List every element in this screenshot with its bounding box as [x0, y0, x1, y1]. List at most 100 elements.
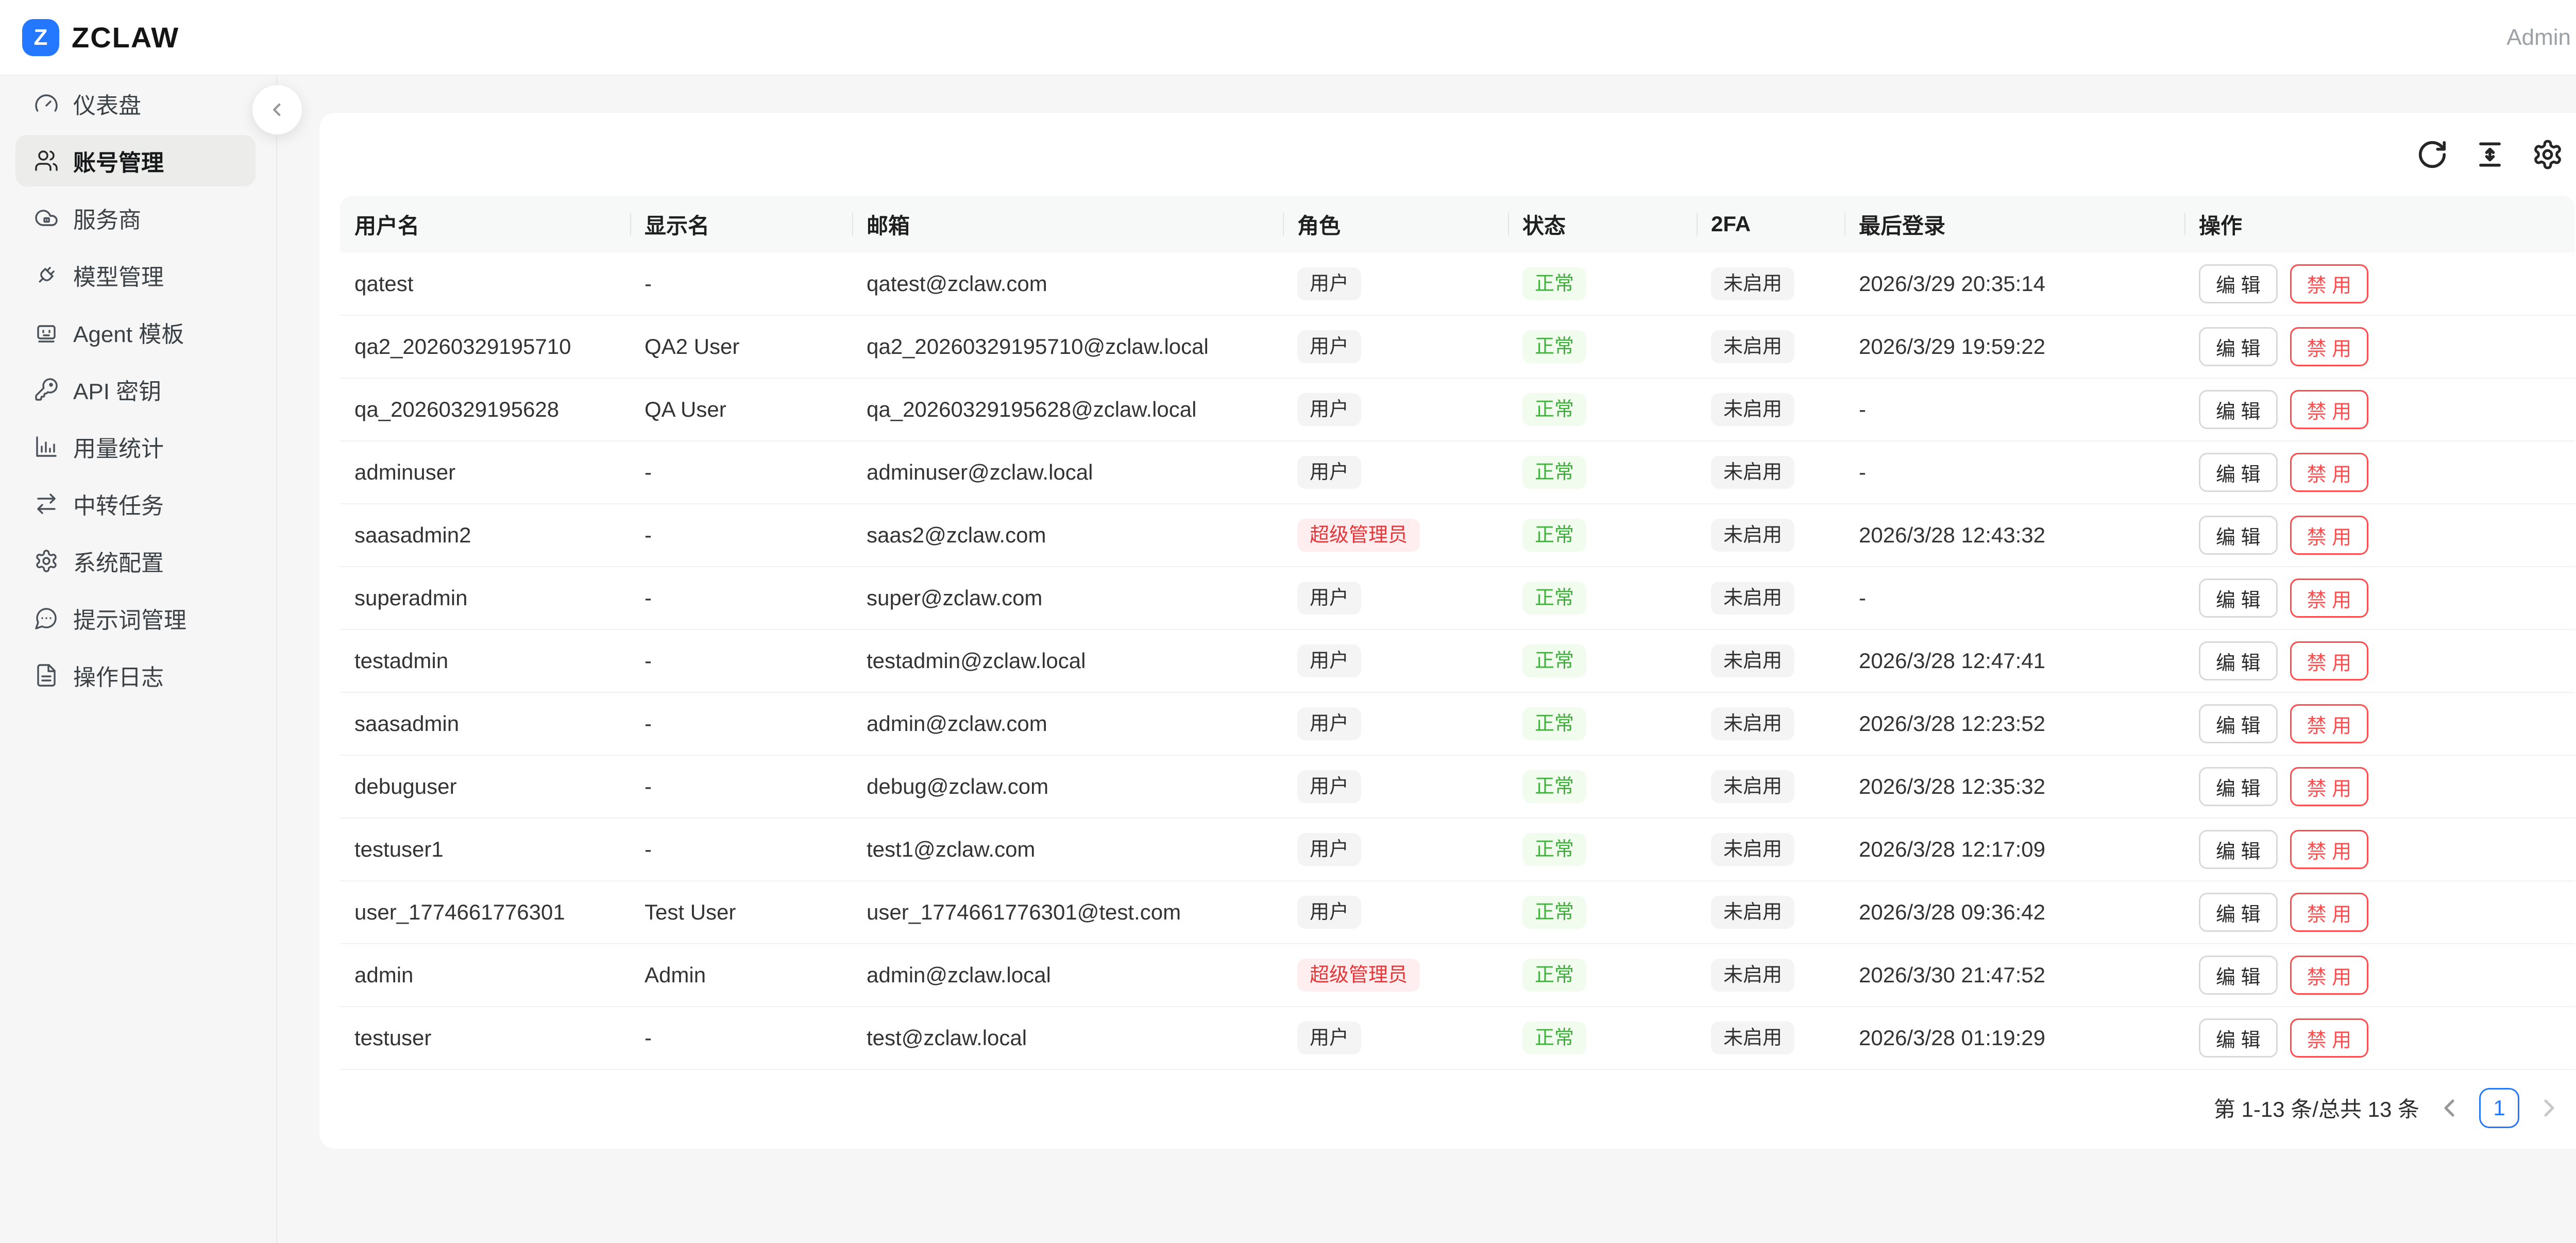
gear-icon — [34, 549, 59, 573]
cell-display-name: - — [630, 692, 852, 756]
disable-button[interactable]: 禁 用 — [2290, 1018, 2369, 1058]
sidebar-collapse-button[interactable] — [252, 85, 302, 134]
edit-button[interactable]: 编 辑 — [2199, 390, 2278, 429]
pagination-prev-button[interactable] — [2435, 1094, 2464, 1122]
brand[interactable]: Z ZCLAW — [22, 19, 179, 56]
cell-email: qa_20260329195628@zclaw.local — [852, 378, 1283, 441]
cell-display-name: Admin — [630, 944, 852, 1007]
disable-button[interactable]: 禁 用 — [2290, 516, 2369, 555]
sidebar-item-api-keys[interactable]: API 密钥 — [15, 364, 256, 415]
column-height-button[interactable] — [2474, 139, 2506, 171]
table-row: testadmin - testadmin@zclaw.local 用户 正常 未启用 20… — [340, 629, 2575, 693]
twofa-badge: 未启用 — [1711, 1021, 1795, 1054]
chevron-left-icon — [267, 99, 287, 120]
role-badge: 用户 — [1297, 707, 1362, 740]
pagination-next-button[interactable] — [2535, 1094, 2564, 1122]
role-badge: 用户 — [1297, 896, 1362, 929]
table-toolbar — [319, 113, 2576, 196]
key-icon — [34, 377, 59, 402]
refresh-button[interactable] — [2416, 139, 2448, 171]
cell-email: qatest@zclaw.com — [852, 252, 1283, 316]
disable-button[interactable]: 禁 用 — [2290, 956, 2369, 995]
cell-username: testadmin — [340, 629, 630, 693]
disable-button[interactable]: 禁 用 — [2290, 767, 2369, 806]
edit-button[interactable]: 编 辑 — [2199, 264, 2278, 303]
edit-button[interactable]: 编 辑 — [2199, 578, 2278, 618]
disable-button[interactable]: 禁 用 — [2290, 893, 2369, 932]
settings-button[interactable] — [2532, 139, 2564, 171]
users-table-wrap: 用户名 显示名 邮箱 角色 状态 2FA 最后登录 操作 qatest - qate… — [340, 196, 2575, 1070]
disable-button[interactable]: 禁 用 — [2290, 390, 2369, 429]
table-row: user_1774661776301 Test User user_17746617… — [340, 881, 2575, 944]
sidebar-item-accounts[interactable]: 账号管理 — [15, 135, 256, 186]
role-badge: 用户 — [1297, 644, 1362, 677]
status-badge: 正常 — [1522, 833, 1587, 866]
cell-last-login: 2026/3/30 21:47:52 — [1844, 944, 2184, 1007]
sidebar-item-usage-stats[interactable]: 用量统计 — [15, 421, 256, 472]
disable-button[interactable]: 禁 用 — [2290, 830, 2369, 869]
cell-display-name: - — [630, 504, 852, 567]
disable-button[interactable]: 禁 用 — [2290, 704, 2369, 743]
disable-button[interactable]: 禁 用 — [2290, 453, 2369, 492]
cell-last-login: 2026/3/28 12:23:52 — [1844, 692, 2184, 756]
sidebar-item-op-logs[interactable]: 操作日志 — [15, 650, 256, 701]
disable-button[interactable]: 禁 用 — [2290, 264, 2369, 303]
table-body: qatest - qatest@zclaw.com 用户 正常 未启用 2026/3/29 … — [340, 252, 2575, 1070]
twofa-badge: 未启用 — [1711, 833, 1795, 866]
table-row: adminuser - adminuser@zclaw.local 用户 正常 未启用 - 编… — [340, 441, 2575, 504]
status-badge: 正常 — [1522, 959, 1587, 992]
header-user-label[interactable]: Admin — [2506, 24, 2571, 50]
status-badge: 正常 — [1522, 582, 1587, 615]
pagination-page-1-button[interactable]: 1 — [2479, 1087, 2519, 1128]
edit-button[interactable]: 编 辑 — [2199, 327, 2278, 366]
role-badge: 超级管理员 — [1297, 519, 1420, 552]
role-badge: 用户 — [1297, 582, 1362, 615]
sidebar-item-system-config[interactable]: 系统配置 — [15, 535, 256, 587]
cell-last-login: 2026/3/28 12:17:09 — [1844, 818, 2184, 881]
table-row: saasadmin - admin@zclaw.com 用户 正常 未启用 2026/3/2… — [340, 692, 2575, 756]
edit-button[interactable]: 编 辑 — [2199, 893, 2278, 932]
twofa-badge: 未启用 — [1711, 770, 1795, 803]
role-badge: 用户 — [1297, 1021, 1362, 1054]
sidebar-item-agent-templates[interactable]: Agent 模板 — [15, 307, 256, 358]
sidebar-item-dashboard[interactable]: 仪表盘 — [15, 78, 256, 129]
users-table: 用户名 显示名 邮箱 角色 状态 2FA 最后登录 操作 qatest - qate… — [340, 196, 2575, 1070]
sidebar-item-label: 用量统计 — [73, 436, 164, 462]
edit-button[interactable]: 编 辑 — [2199, 516, 2278, 555]
cell-display-name: - — [630, 629, 852, 693]
role-badge: 用户 — [1297, 330, 1362, 363]
disable-button[interactable]: 禁 用 — [2290, 578, 2369, 618]
edit-button[interactable]: 编 辑 — [2199, 453, 2278, 492]
twofa-badge: 未启用 — [1711, 267, 1795, 300]
twofa-badge: 未启用 — [1711, 393, 1795, 426]
cell-display-name: - — [630, 1007, 852, 1070]
edit-button[interactable]: 编 辑 — [2199, 830, 2278, 869]
cell-username: admin — [340, 944, 630, 1007]
cell-display-name: Test User — [630, 881, 852, 944]
twofa-badge: 未启用 — [1711, 644, 1795, 677]
sidebar-item-prompts[interactable]: 提示词管理 — [15, 592, 256, 644]
sidebar-item-models[interactable]: 模型管理 — [15, 249, 256, 301]
app-logo-icon: Z — [22, 19, 59, 56]
disable-button[interactable]: 禁 用 — [2290, 641, 2369, 680]
edit-button[interactable]: 编 辑 — [2199, 1018, 2278, 1058]
edit-button[interactable]: 编 辑 — [2199, 704, 2278, 743]
cell-email: admin@zclaw.com — [852, 692, 1283, 756]
table-row: qa2_20260329195710 QA2 User qa2_2026032919… — [340, 315, 2575, 379]
status-badge: 正常 — [1522, 1021, 1587, 1054]
edit-button[interactable]: 编 辑 — [2199, 767, 2278, 806]
sidebar-item-relay-tasks[interactable]: 中转任务 — [15, 478, 256, 530]
table-row: saasadmin2- saas2@zclaw.com 超级管理员 正常 未启用 2026… — [340, 504, 2575, 567]
cell-display-name: - — [630, 818, 852, 881]
brand-name: ZCLAW — [72, 21, 180, 54]
cell-display-name: QA2 User — [630, 315, 852, 379]
disable-button[interactable]: 禁 用 — [2290, 327, 2369, 366]
sidebar-item-providers[interactable]: 服务商 — [15, 192, 256, 244]
cell-email: test1@zclaw.com — [852, 818, 1283, 881]
edit-button[interactable]: 编 辑 — [2199, 641, 2278, 680]
cell-username: user_1774661776301 — [340, 881, 630, 944]
cell-display-name: - — [630, 755, 852, 819]
table-header-row: 用户名 显示名 邮箱 角色 状态 2FA 最后登录 操作 — [340, 196, 2575, 252]
column-header-email: 邮箱 — [852, 196, 1283, 252]
edit-button[interactable]: 编 辑 — [2199, 956, 2278, 995]
